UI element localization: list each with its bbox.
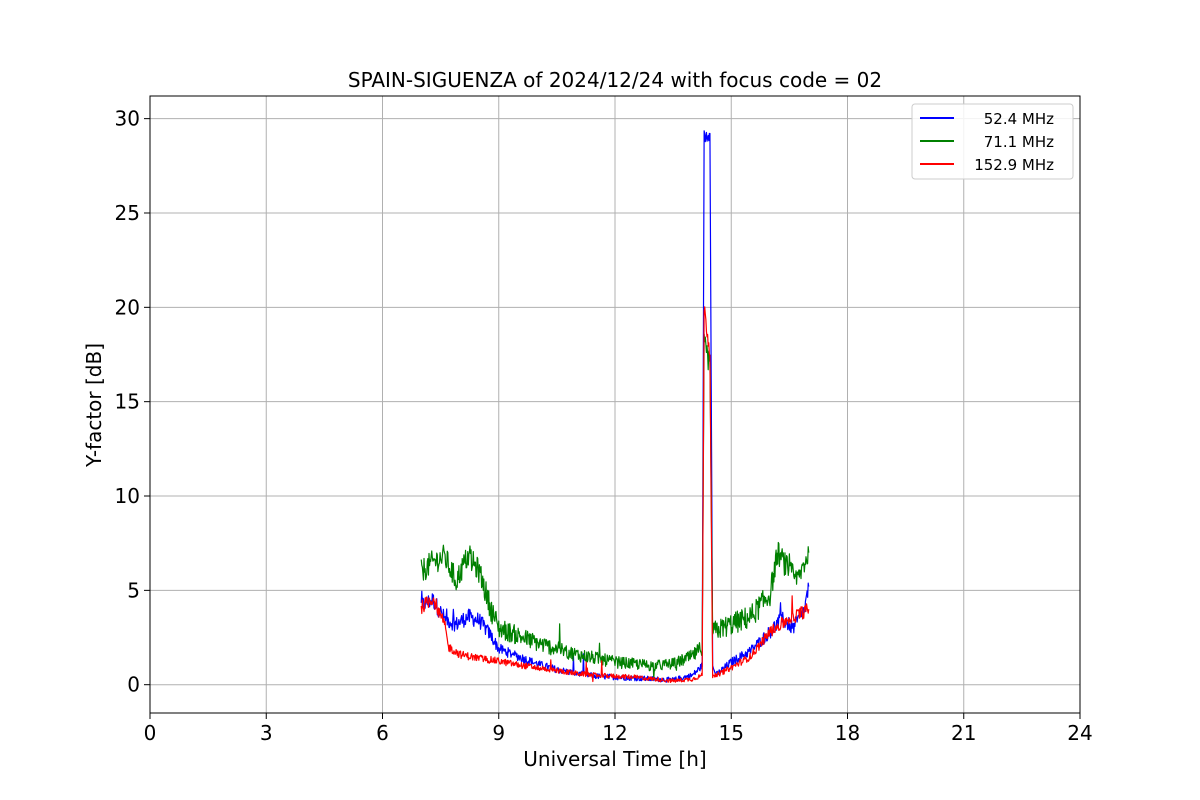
axis-ticks: 0 3 6 9 12 15 18 21 24 0 5 10 15 20 25 30 bbox=[115, 107, 1093, 745]
y-tick-label: 15 bbox=[115, 390, 140, 414]
legend-box bbox=[911, 103, 1074, 180]
legend: 52.4 MHz 71.1 MHz 152.9 MHz bbox=[911, 103, 1074, 180]
chart-title: SPAIN-SIGUENZA of 2024/12/24 with focus … bbox=[348, 68, 882, 92]
legend-label: 52.4 MHz bbox=[984, 110, 1054, 128]
x-tick-label: 15 bbox=[719, 721, 744, 745]
y-tick-label: 20 bbox=[115, 295, 140, 319]
plot-lines bbox=[420, 130, 810, 683]
y-axis-label: Y-factor [dB] bbox=[82, 343, 106, 468]
y-tick-label: 10 bbox=[115, 484, 140, 508]
y-tick-label: 30 bbox=[115, 107, 140, 131]
x-tick-label: 6 bbox=[376, 721, 389, 745]
legend-label: 71.1 MHz bbox=[984, 133, 1054, 151]
x-tick-label: 12 bbox=[602, 721, 627, 745]
x-tick-label: 21 bbox=[951, 721, 976, 745]
series-line bbox=[420, 306, 810, 683]
x-tick-label: 18 bbox=[835, 721, 860, 745]
x-axis-label: Universal Time [h] bbox=[523, 747, 706, 771]
x-tick-label: 0 bbox=[144, 721, 157, 745]
series-line bbox=[420, 333, 810, 681]
x-tick-label: 24 bbox=[1067, 721, 1092, 745]
y-tick-label: 25 bbox=[115, 201, 140, 225]
x-tick-label: 9 bbox=[492, 721, 505, 745]
x-tick-label: 3 bbox=[260, 721, 273, 745]
y-tick-label: 0 bbox=[127, 673, 140, 697]
legend-label: 152.9 MHz bbox=[974, 156, 1054, 174]
y-tick-label: 5 bbox=[127, 578, 140, 602]
